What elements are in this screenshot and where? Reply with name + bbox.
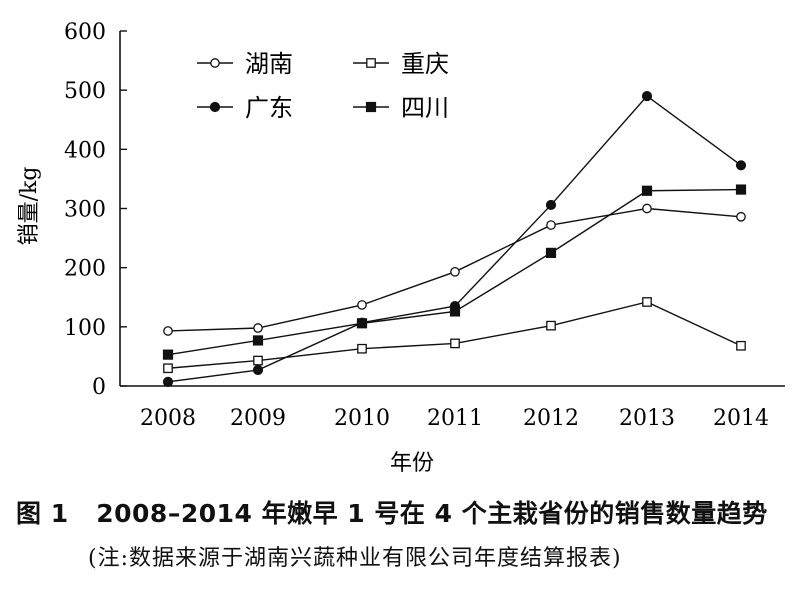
- y-tick-label: 200: [64, 257, 106, 282]
- x-tick-label: 2012: [523, 406, 579, 431]
- chart-series: [162, 90, 747, 387]
- data-point: [736, 211, 746, 222]
- data-point: [253, 323, 263, 333]
- data-point: [357, 343, 367, 354]
- y-tick-label: 400: [64, 138, 106, 163]
- data-point: [546, 220, 556, 230]
- data-point: [450, 266, 460, 277]
- legend-marker: [210, 58, 220, 68]
- data-point: [735, 184, 747, 195]
- series-重庆: [163, 297, 746, 374]
- data-point: [545, 199, 557, 211]
- data-point: [642, 203, 652, 214]
- figure-note: (注:数据来源于湖南兴蔬种业有限公司年度结算报表): [88, 546, 622, 571]
- data-point: [163, 326, 173, 336]
- legend-label: 重庆: [401, 50, 449, 78]
- legend-item: 湖南: [197, 50, 293, 78]
- data-point: [450, 338, 460, 349]
- x-tick-label: 2010: [334, 406, 390, 431]
- data-point: [641, 185, 653, 196]
- data-point: [736, 340, 746, 351]
- line-chart: 0 100 200 300 400 500 600 2008 2009 2010 2011 2012 2…: [17, 20, 785, 476]
- x-tick-label: 2008: [140, 406, 196, 431]
- figure-caption-text: 2008–2014 年嫩早 1 号在 4 个主栽省份的销售数量趋势: [96, 499, 768, 528]
- legend-item: 重庆: [353, 50, 449, 78]
- y-tick-label: 300: [64, 198, 106, 223]
- data-point: [252, 335, 264, 346]
- x-tick-label: 2013: [619, 406, 675, 431]
- y-axis-label: 销量/kg: [17, 167, 42, 246]
- data-point: [449, 306, 461, 317]
- chart-ticks: 0 100 200 300 400 500 600 2008 2009 2010 2011 2012 2…: [64, 20, 769, 431]
- legend-item: 广东: [197, 94, 293, 122]
- figure-caption-label: 图 1: [16, 499, 69, 528]
- data-point: [642, 297, 652, 307]
- series-四川: [162, 184, 747, 360]
- legend-marker: [209, 101, 221, 113]
- data-point: [641, 90, 653, 102]
- data-point: [252, 364, 264, 376]
- data-point: [163, 363, 173, 374]
- data-point: [545, 247, 557, 258]
- legend-label: 广东: [245, 94, 293, 122]
- legend-label: 四川: [401, 94, 449, 122]
- data-point: [356, 318, 368, 329]
- data-point: [253, 355, 263, 366]
- x-tick-label: 2014: [713, 406, 769, 431]
- y-tick-label: 500: [64, 79, 106, 104]
- legend-item: 四川: [353, 94, 449, 122]
- chart-axes: [119, 31, 785, 387]
- y-tick-label: 600: [64, 20, 106, 45]
- data-point: [162, 349, 174, 360]
- legend-marker: [366, 58, 376, 68]
- x-tick-label: 2011: [427, 406, 483, 431]
- legend-marker: [365, 101, 377, 113]
- x-tick-label: 2009: [230, 406, 286, 431]
- x-axis-label: 年份: [390, 451, 434, 476]
- figure-caption: 图 1 2008–2014 年嫩早 1 号在 4 个主栽省份的销售数量趋势: [16, 494, 768, 530]
- y-tick-label: 0: [92, 375, 106, 400]
- data-point: [546, 320, 556, 331]
- y-tick-label: 100: [64, 316, 106, 341]
- data-point: [357, 300, 367, 310]
- data-point: [735, 160, 747, 171]
- series-湖南: [163, 203, 746, 336]
- data-point: [162, 376, 174, 387]
- legend-label: 湖南: [245, 50, 293, 78]
